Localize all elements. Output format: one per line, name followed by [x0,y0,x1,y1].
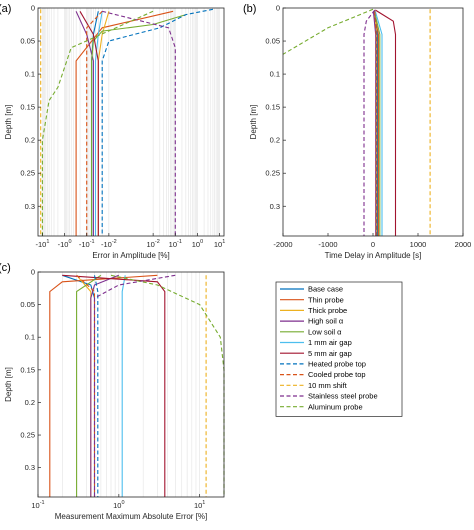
p2-series-base-dashed [93,275,99,497]
p0-xtick-label: -100 [58,239,72,249]
p0-series-high [75,11,94,236]
p2-ytick-label: 0.05 [20,300,35,309]
p0-xtick-label: 100 [192,239,203,249]
p0-grid [42,8,220,236]
p1-ylabel: Depth [m] [249,105,258,140]
p2-plot-area [38,272,224,497]
legend-entry-label: Cooled probe top [308,370,366,379]
p1-series-gap5 [375,9,397,236]
p0-xtick-label: -101 [35,239,49,249]
p0-ytick-label: 0.05 [20,37,35,46]
panel-c-label: (c) [0,262,11,274]
panel-b: 0 0.05 0.1 0.15 0.2 0.25 0.3 -2000 -1000 0 1000 200… [249,4,471,261]
p0-ylabel: Depth [m] [4,105,13,140]
legend-entry-label: Thick probe [308,306,347,315]
p2-series-high [90,274,120,497]
p1-series-low-dashed [282,8,374,55]
p1-series-group [282,8,431,236]
legend-box [275,281,403,417]
p0-series-group [40,8,214,236]
p1-xtick-label: -1000 [318,240,337,249]
p0-xtick-label: 10-2 [147,239,160,249]
p1-ytick-label: 0.3 [270,202,280,211]
p0-axes-box [37,7,225,237]
panel-c: 0 0.05 0.1 0.15 0.2 0.25 0.3 10-1 100 101 Measurem… [4,268,225,521]
p0-xtick-label: 10-1 [169,239,182,249]
p2-xlabel: Measurement Maximum Absolute Error [%] [55,512,208,521]
p2-ytick-label: 0.1 [25,333,35,342]
p2-ylabel: Depth [m] [4,367,13,402]
panel-a: 0 0.05 0.1 0.15 0.2 0.25 0.3 -101 -100 -10-1 -10-2… [4,4,225,261]
p1-plot-area [283,8,463,236]
legend-entry-label: Base case [308,285,343,294]
p2-series-low-dashed [110,274,225,497]
p0-ytick-label: 0 [31,4,35,13]
legend-entry-label: Aluminum probe [308,402,363,411]
p0-series-thin-dashed [86,10,103,236]
p0-xtick-label: -10-2 [101,239,117,249]
p2-series-high-dashed [93,274,176,497]
p1-series-thin-dashed [374,11,377,236]
p1-xlabel: Time Delay in Amplitude [s] [325,251,422,260]
p1-xtick-label: -2000 [273,240,292,249]
p1-xtick-label: 2000 [455,240,472,249]
p2-xtick-label: 100 [113,500,124,510]
p0-ytick-label: 0.25 [20,169,35,178]
p2-series-gap1 [121,275,126,497]
p0-series-gap1 [94,11,103,236]
p0-series-base-dashed [101,8,214,236]
p2-series-group [49,274,225,497]
p0-ytick-label: 0.2 [25,136,35,145]
p2-ytick-label: 0.25 [20,431,35,440]
p2-ytick-label: 0.3 [25,463,35,472]
p1-ytick-label: 0.15 [265,103,280,112]
legend-entry-label: 5 mm air gap [308,349,352,358]
p1-ytick-label: 0.1 [270,70,280,79]
legend-entry-label: Stainless steel probe [308,392,378,401]
p2-ytick-label: 0 [31,268,35,277]
legend-entry-label: Low soil α [308,327,342,336]
p1-ytick-label: 0.25 [265,169,280,178]
p2-xtick-label: 10-1 [31,500,44,510]
panel-a-label: (a) [0,3,11,15]
p0-plot-area [38,8,224,236]
p1-ytick-label: 0 [276,4,280,13]
p2-ytick-label: 0.15 [20,365,35,374]
p2-series-gap5 [62,274,166,497]
p1-ytick-label: 0.05 [265,37,280,46]
panel-b-label: (b) [243,3,256,15]
p2-series-thin-dashed [76,274,96,497]
p0-xtick-label: 101 [214,239,225,249]
p1-xtick-label: 0 [371,240,375,249]
legend-entry-label: Heated probe top [308,360,366,369]
legend-entry-label: High soil α [308,317,344,326]
legend-entry-label: 10 mm shift [308,381,348,390]
p2-series-low [76,274,102,497]
p1-series-low [373,11,381,236]
p1-series-gap1 [374,11,383,236]
p0-series-low-dashed [41,10,154,236]
p1-series-high-dashed [363,9,376,236]
legend-entry-label: 1 mm air gap [308,338,352,347]
p0-series-gap5 [79,11,99,236]
p2-axes-box [37,271,225,498]
p0-ytick-label: 0.15 [20,103,35,112]
p1-ytick-label: 0.2 [270,136,280,145]
p2-ytick-label: 0.2 [25,398,35,407]
legend-entry-label: Thin probe [308,295,344,304]
p0-xlabel: Error in Amplitude [%] [92,251,169,260]
p0-ytick-label: 0.1 [25,70,35,79]
p0-xtick-label: -10-1 [79,239,95,249]
p0-ytick-label: 0.3 [25,202,35,211]
p1-xtick-label: 1000 [410,240,427,249]
p2-xtick-label: 101 [194,500,205,510]
